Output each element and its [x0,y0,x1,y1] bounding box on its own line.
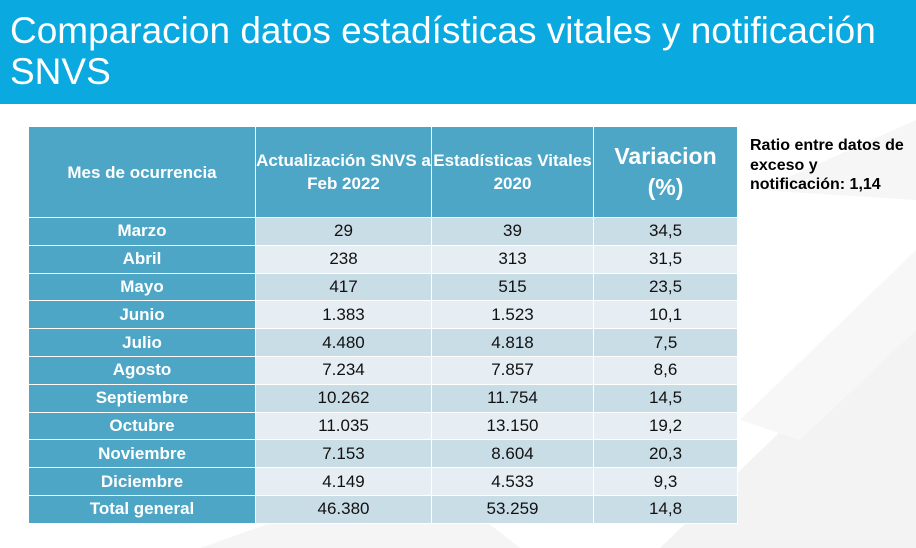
page-title: Comparacion datos estadísticas vitales y… [10,10,876,92]
month-cell: Julio [28,328,256,357]
month-cell: Mayo [28,272,256,302]
ev-cell: 7.857 [431,355,594,385]
variation-cell: 34,5 [593,217,738,246]
table-row: Marzo 29 39 34,5 [28,217,738,246]
month-cell: Total general [28,494,256,524]
table-row: Diciembre 4.149 4.533 9,3 [28,467,738,496]
variation-cell: 19,2 [593,411,738,441]
variation-cell: 8,6 [593,355,738,385]
table-row: Septiembre 10.262 11.754 14,5 [28,383,738,413]
snvs-cell: 7.234 [255,355,432,385]
table-row: Total general 46.380 53.259 14,8 [28,494,738,524]
table-row: Abril 238 313 31,5 [28,244,738,274]
variation-cell: 7,5 [593,328,738,357]
ev-cell: 313 [431,244,594,274]
ev-cell: 13.150 [431,411,594,441]
ev-cell: 515 [431,272,594,302]
ev-cell: 4.533 [431,467,594,496]
ev-cell: 53.259 [431,494,594,524]
table-row: Junio 1.383 1.523 10,1 [28,300,738,330]
variation-cell: 23,5 [593,272,738,302]
month-cell: Diciembre [28,467,256,496]
table-header-row: Mes de ocurrencia Actualización SNVS a F… [28,126,738,218]
variation-cell: 10,1 [593,300,738,330]
ev-cell: 39 [431,217,594,246]
variation-cell: 14,8 [593,494,738,524]
snvs-cell: 29 [255,217,432,246]
variation-cell: 20,3 [593,439,738,469]
snvs-cell: 417 [255,272,432,302]
snvs-cell: 10.262 [255,383,432,413]
ev-cell: 4.818 [431,328,594,357]
table-row: Noviembre 7.153 8.604 20,3 [28,439,738,469]
table-row: Julio 4.480 4.818 7,5 [28,328,738,357]
month-cell: Octubre [28,411,256,441]
table-body: Marzo 29 39 34,5 Abril 238 313 31,5 Mayo 417 515 23… [28,217,738,524]
month-cell: Marzo [28,217,256,246]
month-cell: Noviembre [28,439,256,469]
ev-cell: 11.754 [431,383,594,413]
ratio-note: Ratio entre datos de exceso y notificaci… [750,137,904,193]
ev-cell: 8.604 [431,439,594,469]
snvs-cell: 4.480 [255,328,432,357]
variation-cell: 31,5 [593,244,738,274]
header-snvs: Actualización SNVS a Feb 2022 [255,126,432,218]
title-bar: Comparacion datos estadísticas vitales y… [0,0,916,104]
header-variation: Variacion (%) [593,126,738,218]
month-cell: Junio [28,300,256,330]
header-ev: Estadísticas Vitales 2020 [431,126,594,218]
variation-cell: 9,3 [593,467,738,496]
snvs-cell: 11.035 [255,411,432,441]
month-cell: Septiembre [28,383,256,413]
snvs-cell: 1.383 [255,300,432,330]
month-cell: Agosto [28,355,256,385]
table-row: Mayo 417 515 23,5 [28,272,738,302]
table-row: Octubre 11.035 13.150 19,2 [28,411,738,441]
snvs-cell: 4.149 [255,467,432,496]
comparison-table: Mes de ocurrencia Actualización SNVS a F… [28,126,738,524]
snvs-cell: 7.153 [255,439,432,469]
variation-cell: 14,5 [593,383,738,413]
ev-cell: 1.523 [431,300,594,330]
table-row: Agosto 7.234 7.857 8,6 [28,355,738,385]
month-cell: Abril [28,244,256,274]
snvs-cell: 238 [255,244,432,274]
header-month: Mes de ocurrencia [28,126,256,218]
snvs-cell: 46.380 [255,494,432,524]
